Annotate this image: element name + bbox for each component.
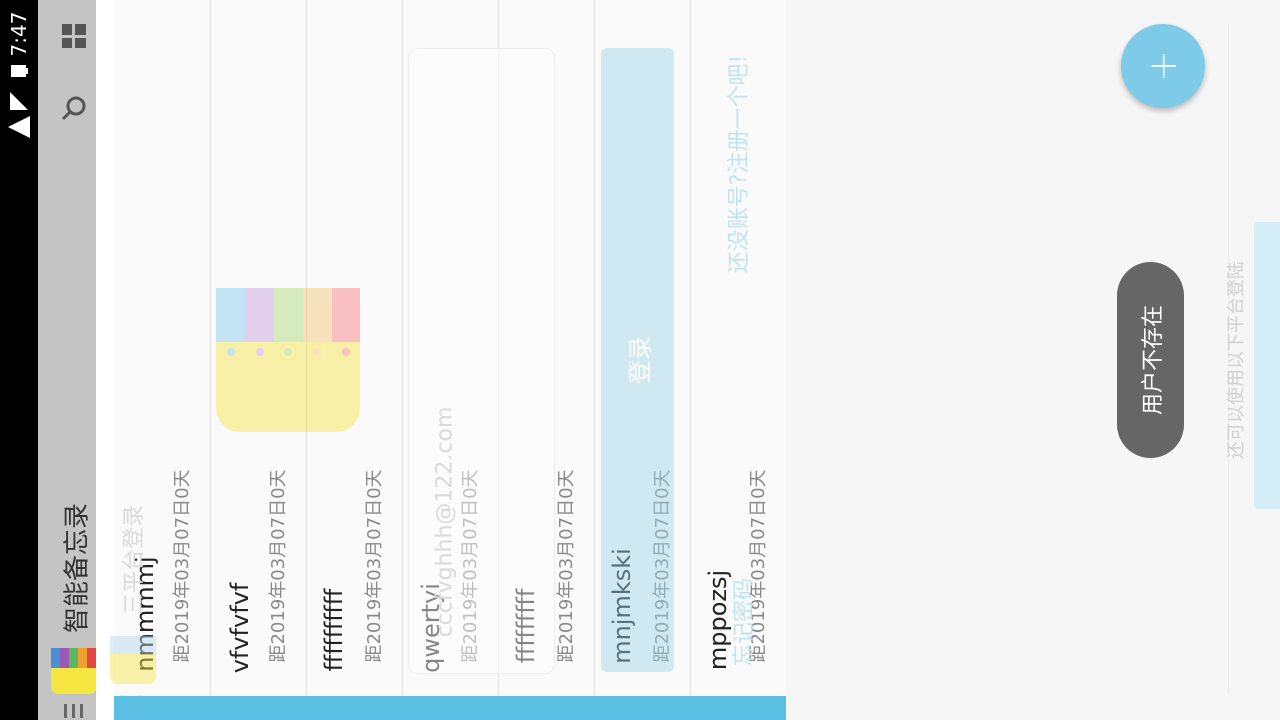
note-date: 距2019年03月07日0天 [556,469,577,663]
note-title: ffffffffff [320,588,348,672]
plus-icon: + [1141,50,1185,82]
status-bar: 7:47 [0,0,38,720]
menu-icon[interactable] [62,702,86,720]
note-date: 距2019年03月07日0天 [364,469,385,663]
app-logo-icon [110,636,156,684]
login-header: 三平台登录 [122,504,147,616]
other-platforms-label: 还可以使用以下平台登陆 [1226,261,1247,459]
notes-list [114,0,786,720]
forgot-password-link[interactable]: 忘记密码 [732,577,757,667]
bottom-bar [114,696,786,720]
toast-text: 用户不存在 [1141,304,1166,416]
note-date: 距2019年03月07日0天 [172,469,193,663]
add-note-button[interactable]: + [1121,24,1205,108]
register-link[interactable]: 还没账号?注册一个吧! [727,54,752,274]
email-field-card [408,48,555,674]
search-icon[interactable] [60,94,88,122]
login-button-label: 登录 [626,336,655,384]
note-title: vfvfvfvf [226,582,254,674]
login-button[interactable]: 登录 [601,48,674,672]
note-date: 距2019年03月07日0天 [268,469,289,663]
wifi-icon [8,116,30,138]
memo-logo-icon [216,288,360,432]
signal-icon [10,92,28,110]
battery-icon [11,65,28,77]
status-time: 7:47 [7,11,31,57]
app-title: 智能备忘录 [62,502,93,634]
grid-view-icon[interactable] [60,22,88,50]
app-toolbar: 智能备忘录 [38,0,97,720]
email-field[interactable]: cccfvghhh@122.com [432,406,458,638]
app-logo-icon [51,648,97,694]
right-panel [786,0,1280,720]
toast-message: 用户不存在 [1117,262,1184,458]
platform-login-strip[interactable] [1254,222,1280,509]
toolbar-divider [96,0,114,720]
